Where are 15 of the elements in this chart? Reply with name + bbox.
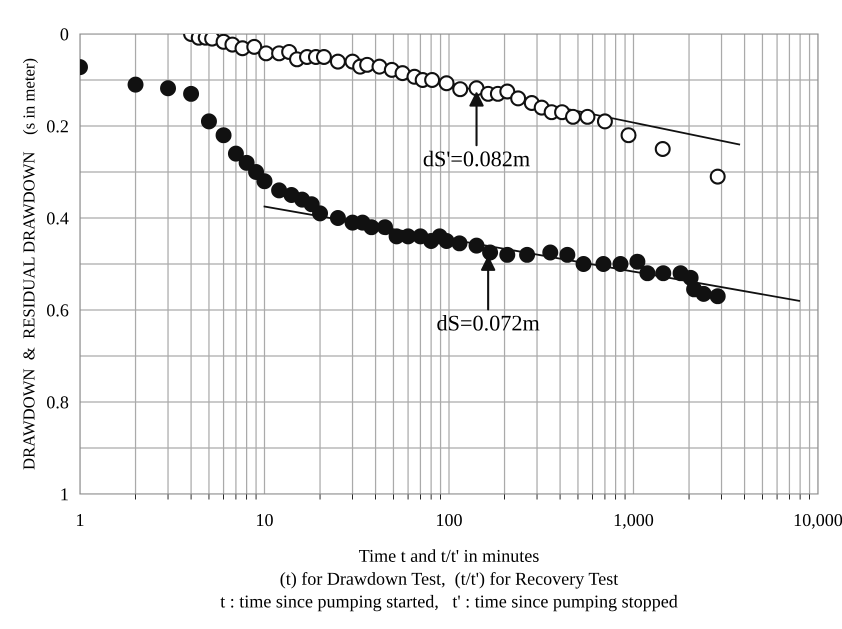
y-tick-label: 0.6 (47, 304, 68, 317)
y-tick-label: 0.2 (47, 120, 68, 133)
x-tick-label: 1 (77, 514, 84, 526)
annotation: dS'=0.082m (424, 150, 530, 167)
y-tick-label: 0.8 (47, 396, 68, 409)
annotation: dS=0.072m (437, 315, 540, 331)
y-tick-label: 1 (61, 488, 68, 500)
x-tick-label: 100 (437, 514, 462, 526)
x-axis-title: Time t and t/t' in minutes (t) for Drawdown Test, (t/t') for Recovery Test t : time since pumping started, t' : time since pumping stopped (220, 549, 678, 612)
y-tick-label: 0.4 (47, 212, 69, 225)
x-tick-label: 10,000 (794, 514, 842, 529)
x-tick-label: 1,000 (614, 514, 654, 529)
x-tick-label: 10 (257, 514, 273, 526)
y-tick-label: 0 (60, 28, 68, 40)
y-axis-title: DRAWDOWN & RESIDUAL DRAWDOWN (s in meter) (22, 58, 38, 470)
